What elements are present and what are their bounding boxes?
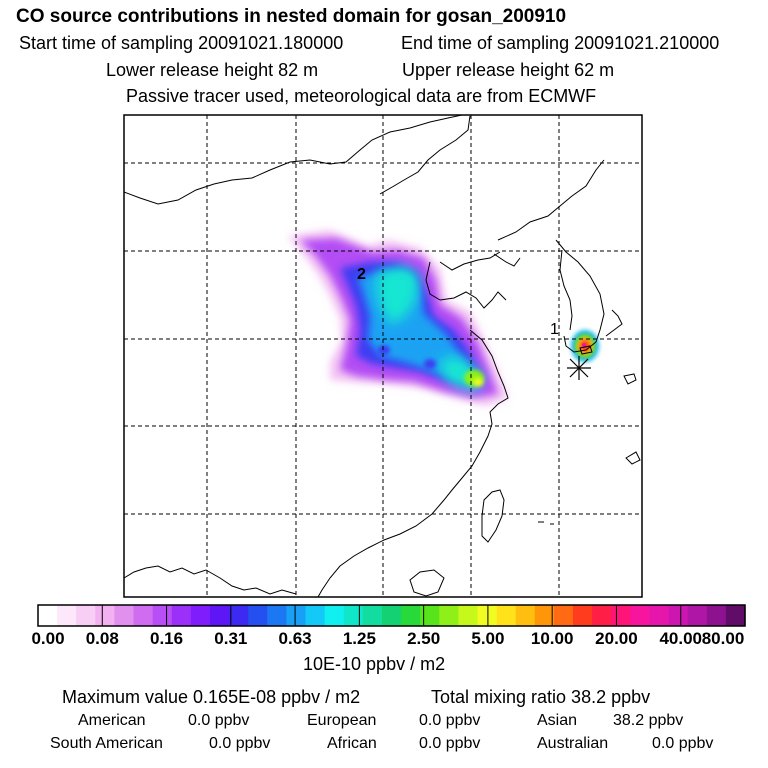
colorbar-segment bbox=[248, 605, 268, 626]
colorbar-segment bbox=[725, 605, 746, 626]
contrib-south-american-value: 0.0 ppbv bbox=[209, 735, 271, 752]
colorbar-segment bbox=[209, 605, 230, 626]
colorbar-segment bbox=[381, 605, 402, 626]
map-gridlines bbox=[124, 115, 642, 597]
lower-release-label: Lower release height 82 m bbox=[106, 60, 319, 80]
colorbar-tick-label: 0.63 bbox=[278, 629, 312, 648]
total-mixing-ratio-label: Total mixing ratio 38.2 ppbv bbox=[431, 687, 651, 707]
colorbar-segment bbox=[362, 605, 383, 626]
colorbar-segment bbox=[401, 605, 421, 626]
contrib-american-value: 0.0 ppbv bbox=[188, 712, 250, 729]
colorbar-segment bbox=[133, 605, 154, 626]
colorbar-segment bbox=[611, 605, 631, 626]
colorbar-tick-label: 5.00 bbox=[471, 629, 505, 648]
receptor-marker bbox=[567, 356, 591, 380]
colorbar-tick-label: 0.16 bbox=[149, 629, 184, 648]
colorbar-segment bbox=[171, 605, 192, 626]
colorbar-tick-label: 20.00 bbox=[595, 629, 638, 648]
contrib-european-name: European bbox=[307, 712, 377, 729]
contrib-african-name: African bbox=[327, 735, 377, 752]
upper-release-label: Upper release height 62 m bbox=[402, 60, 615, 80]
contrib-australian-name: Australian bbox=[537, 735, 609, 752]
colorbar-segment bbox=[477, 605, 498, 626]
colorbar-tick-label: 0.00 bbox=[31, 629, 65, 648]
colorbar-segment bbox=[649, 605, 670, 626]
colorbar-segment bbox=[114, 605, 135, 626]
contrib-asian-value: 38.2 ppbv bbox=[613, 712, 684, 729]
contrib-asian-name: Asian bbox=[537, 712, 578, 729]
chart-title: CO source contributions in nested domain… bbox=[16, 6, 567, 27]
colorbar-segment bbox=[668, 605, 689, 626]
colorbar-units: 10E-10 ppbv / m2 bbox=[303, 654, 446, 674]
contrib-african-value: 0.0 ppbv bbox=[419, 735, 481, 752]
plot-frame bbox=[123, 114, 643, 598]
plume-main bbox=[288, 230, 508, 406]
contrib-european-value: 0.0 ppbv bbox=[419, 712, 481, 729]
colorbar-segment bbox=[534, 605, 555, 626]
colorbar-tick-label: 1.25 bbox=[342, 629, 376, 648]
meteo-note: Passive tracer used, meteorological data… bbox=[126, 86, 597, 106]
colorbar-segment bbox=[57, 605, 77, 626]
coastlines bbox=[123, 114, 641, 598]
colorbar-segment bbox=[190, 605, 211, 626]
colorbar-segment bbox=[439, 605, 459, 626]
colorbar-segment bbox=[573, 605, 593, 626]
start-time-label: Start time of sampling 20091021.180000 bbox=[19, 33, 344, 53]
colorbar-segment bbox=[229, 605, 249, 626]
contrib-australian-value: 0.0 ppbv bbox=[652, 735, 714, 752]
colorbar-segment bbox=[630, 605, 651, 626]
marker-label-2: 2 bbox=[357, 266, 366, 283]
colorbar-segment bbox=[95, 605, 116, 626]
colorbar-segment bbox=[152, 605, 173, 626]
colorbar-segment bbox=[420, 605, 440, 626]
colorbar-segment bbox=[515, 605, 536, 626]
colorbar-segment bbox=[687, 605, 708, 626]
colorbar-tick-label: 2.50 bbox=[407, 629, 441, 648]
colorbar-segment bbox=[592, 605, 612, 626]
colorbar-segment bbox=[267, 605, 288, 626]
colorbar-tick-label: 0.08 bbox=[85, 629, 119, 648]
colorbar-segment bbox=[305, 605, 326, 626]
colorbar-segment bbox=[38, 605, 58, 626]
colorbar-tick-label: 40.00 bbox=[659, 629, 702, 648]
colorbar-segment bbox=[553, 605, 574, 626]
colorbar-tick-label: 10.00 bbox=[530, 629, 574, 648]
colorbar-segment bbox=[286, 605, 307, 626]
colorbar-segment bbox=[496, 605, 517, 626]
colorbar-segment bbox=[324, 605, 345, 626]
colorbar-tick-label: 80.00 bbox=[701, 629, 745, 648]
colorbar-segment bbox=[706, 605, 727, 626]
maximum-value-label: Maximum value 0.165E-08 ppbv / m2 bbox=[62, 687, 361, 707]
colorbar-frame bbox=[37, 604, 746, 627]
colorbar-tick-label: 0.31 bbox=[214, 629, 248, 648]
contrib-south-american-name: South American bbox=[50, 735, 163, 752]
colorbar-segment bbox=[458, 605, 479, 626]
marker-label-1: 1 bbox=[550, 321, 559, 338]
contrib-american-name: American bbox=[78, 712, 146, 729]
end-time-label: End time of sampling 20091021.210000 bbox=[401, 33, 720, 53]
colorbar-segment bbox=[76, 605, 96, 626]
colorbar-segment bbox=[343, 605, 364, 626]
